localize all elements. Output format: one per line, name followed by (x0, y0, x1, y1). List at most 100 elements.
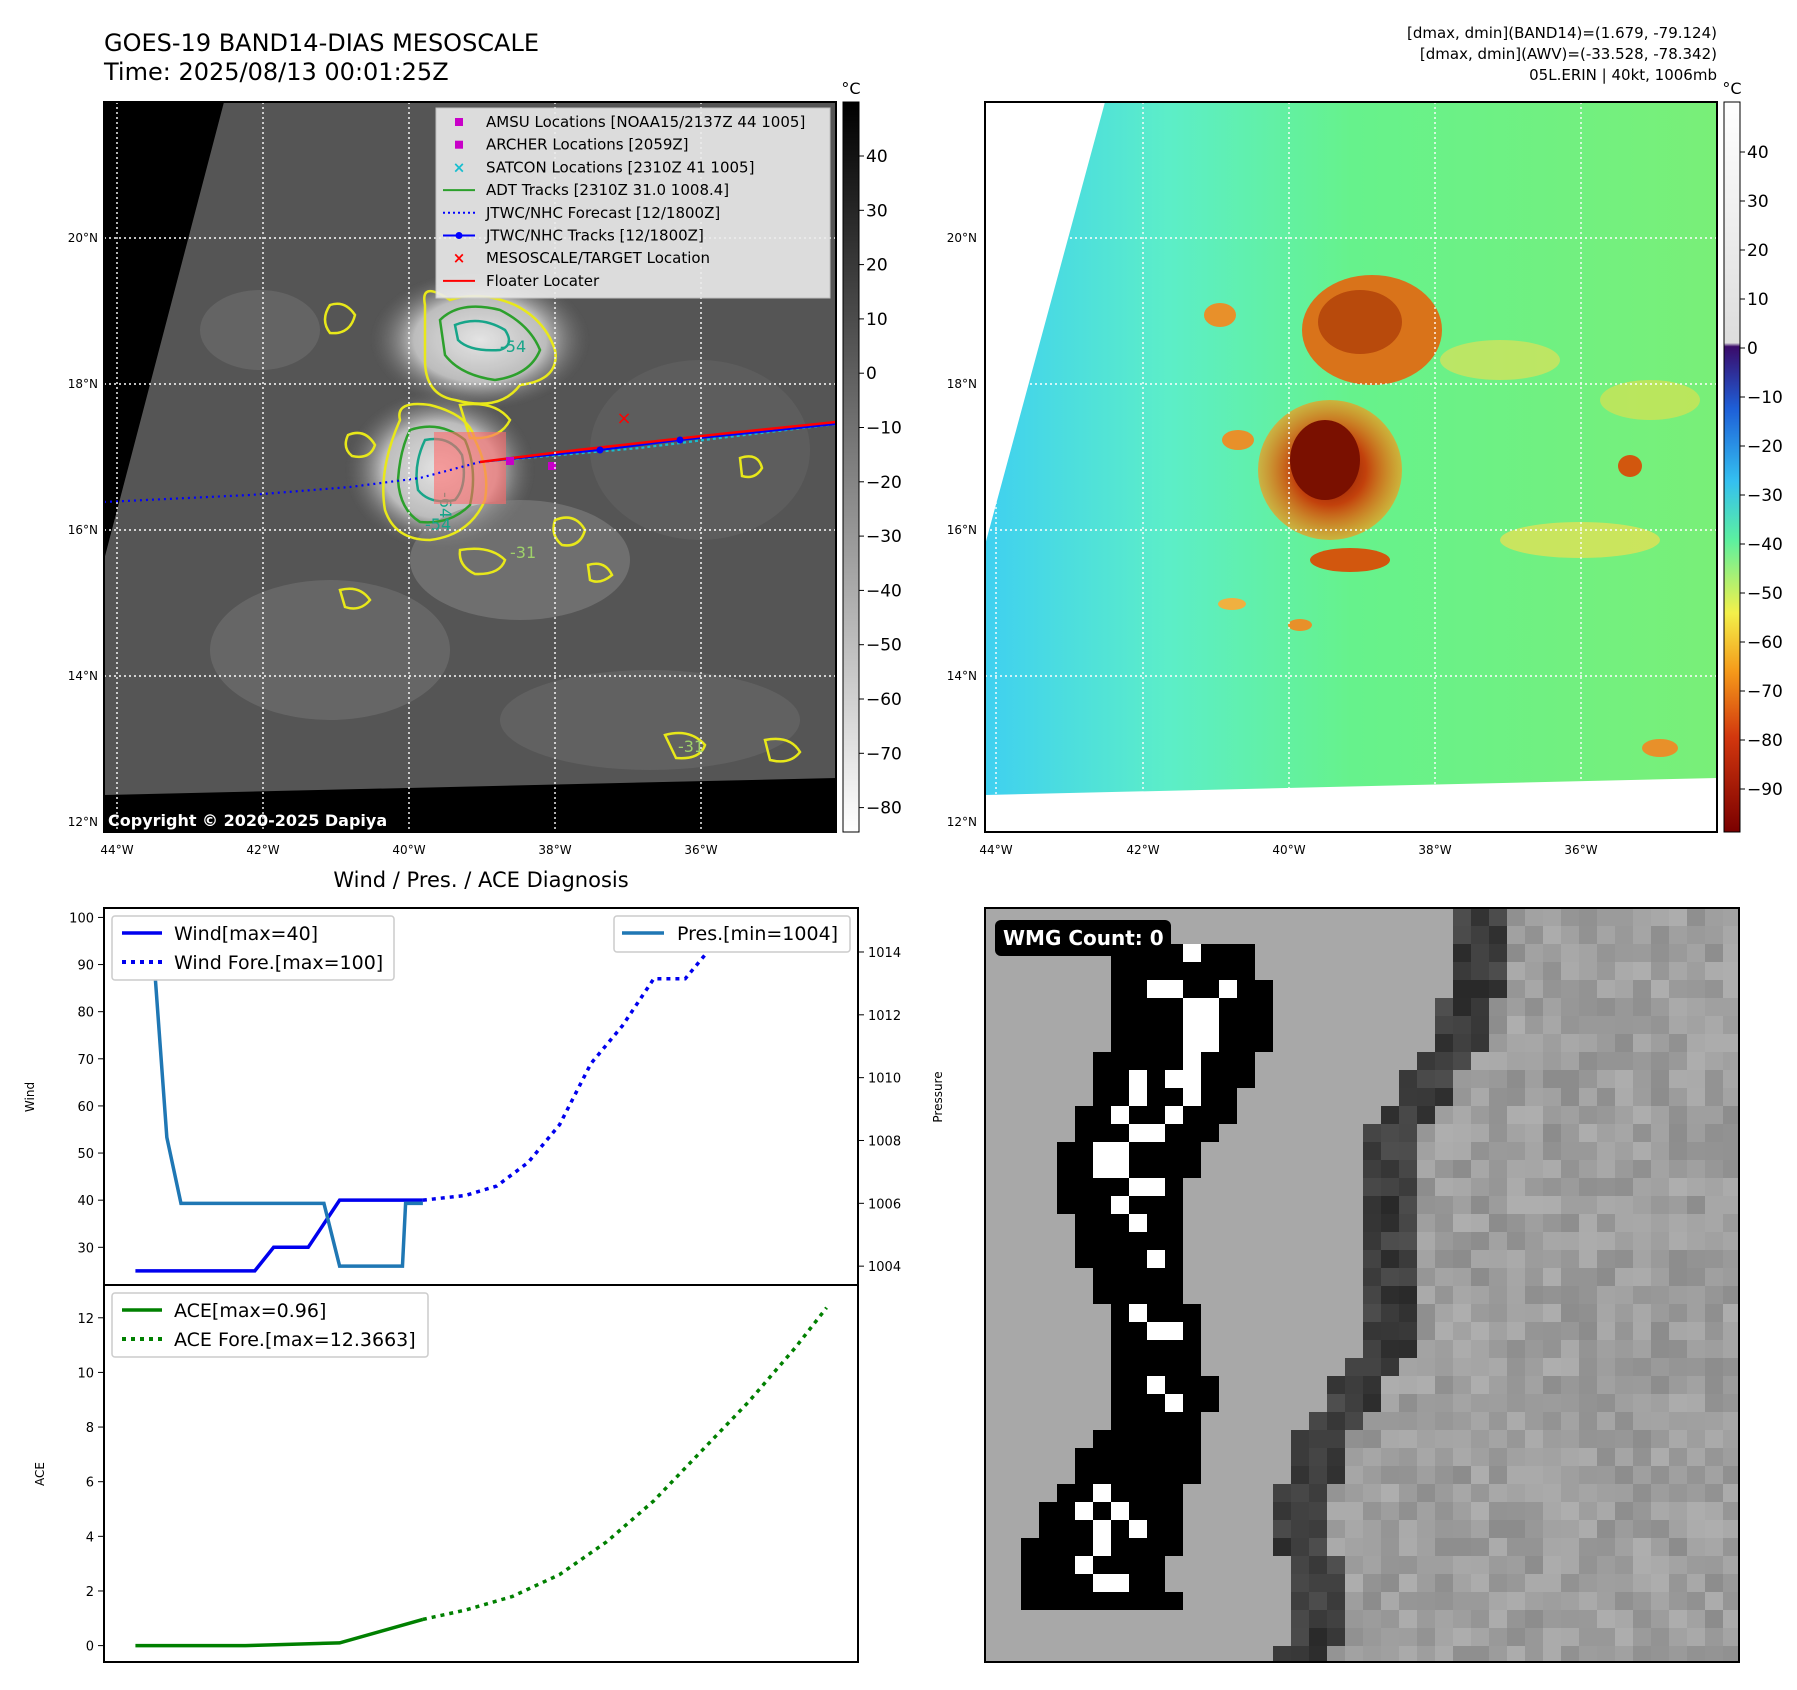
lon-label: 38°W (538, 843, 571, 857)
map-legend: AMSU Locations [NOAA15/2137Z 44 1005] ARC… (435, 107, 831, 299)
lon-label: 36°W (1564, 843, 1597, 857)
colorbar-tick-label: −80 (866, 799, 902, 819)
pressure-tick-label: 1004 (868, 1260, 901, 1275)
lat-label: 14°N (68, 669, 98, 683)
wv-colorbar-unit: °C (1722, 79, 1741, 98)
legend-x-marker: × (453, 158, 466, 176)
ace-fore-legend-label: ACE Fore.[max=12.3663] (174, 1329, 416, 1351)
pressure-tick-label: 1006 (868, 1197, 901, 1212)
ace-tick-label: 12 (77, 1312, 94, 1327)
wind-legend-label: Wind[max=40] (174, 923, 318, 945)
pressure-legend: Pres.[min=1004] (613, 915, 851, 953)
colorbar-tick-label: 30 (866, 201, 888, 221)
amsu-marker (548, 462, 556, 470)
colorbar-tick-label: −90 (1747, 780, 1783, 800)
pressure-legend-label: Pres.[min=1004] (677, 923, 838, 945)
legend-item: ARCHER Locations [2059Z] (455, 136, 689, 154)
mesoscale-box (434, 432, 506, 504)
storm-info: 05L.ERIN | 40kt, 1006mb (1529, 66, 1717, 84)
ir-lat-labels: 20°N 18°N 16°N 14°N 12°N (68, 231, 98, 829)
ace-legend-label: ACE[max=0.96] (174, 1300, 326, 1322)
lon-label: 42°W (246, 843, 279, 857)
legend-item: Floater Locater (443, 272, 600, 290)
lon-label: 44°W (100, 843, 133, 857)
ace-legend: ACE[max=0.96] ACE Fore.[max=12.3663] (111, 1292, 429, 1358)
pressure-axis-label: Pressure (931, 1071, 945, 1122)
wv-cloud-features (1204, 275, 1700, 757)
wv-colorbar (1723, 101, 1741, 833)
lat-label: 18°N (68, 377, 98, 391)
legend-item: ADT Tracks [2310Z 31.0 1008.4] (443, 181, 729, 199)
legend-label: Floater Locater (486, 272, 600, 290)
chart-top-axes: 100 90 80 70 60 50 40 30 1014 1012 1010 1008 1006 100… (69, 911, 901, 1275)
ir-colorbar-unit: °C (841, 79, 860, 98)
wv-lat-labels: 20°N 18°N 16°N 14°N 12°N (947, 231, 977, 829)
colorbar-tick-label: −40 (866, 581, 902, 601)
colorbar-tick-label: 0 (1747, 339, 1758, 359)
ir-contour-labels: -54 -64 -54 -31 -31 (425, 337, 704, 756)
lon-label: 36°W (684, 843, 717, 857)
colorbar-tick-label: −60 (1747, 633, 1783, 653)
wind-axis-label: Wind (23, 1082, 37, 1112)
lat-label: 12°N (68, 815, 98, 829)
wind-tick-label: 80 (77, 1006, 94, 1021)
wmg-panel: WMG Count: 0 (985, 908, 1739, 1662)
wmg-count-label: WMG Count: 0 (1003, 926, 1164, 950)
colorbar-tick-label: 10 (866, 310, 888, 330)
legend-label: JTWC/NHC Forecast [12/1800Z] (485, 204, 720, 222)
pressure-tick-label: 1008 (868, 1134, 901, 1149)
legend-item: AMSU Locations [NOAA15/2137Z 44 1005] (455, 113, 805, 131)
colorbar-tick-label: −80 (1747, 731, 1783, 751)
ir-no-data-bottom (104, 778, 836, 832)
target-marker: × (616, 408, 631, 429)
wv-map-frame (984, 101, 1718, 833)
colorbar-tick-label: −20 (1747, 437, 1783, 457)
colorbar-tick-label: −20 (866, 473, 902, 493)
floater-track (479, 420, 836, 464)
lon-label: 44°W (979, 843, 1012, 857)
ir-colorbar (842, 101, 860, 833)
ir-colorbar-ticks: 40 30 20 10 0 −10 −20 −30 −40 −50 −60 −70 −80 (859, 147, 902, 819)
wmg-label-box (995, 920, 1171, 956)
wind-fore-legend-label: Wind Fore.[max=100] (174, 952, 383, 974)
legend-square-marker (455, 118, 463, 126)
wind-tick-label: 30 (77, 1241, 94, 1256)
colorbar-tick-label: 0 (866, 364, 877, 384)
lat-label: 16°N (68, 523, 98, 537)
legend-dot (455, 232, 463, 239)
ir-cloud-field (200, 270, 810, 770)
colorbar-tick-label: −70 (1747, 682, 1783, 702)
legend-label: ADT Tracks [2310Z 31.0 1008.4] (486, 181, 729, 199)
pressure-tick-label: 1010 (868, 1072, 901, 1087)
legend-item: JTWC/NHC Forecast [12/1800Z] (443, 204, 720, 222)
colorbar-tick-label: −60 (866, 690, 902, 710)
wv-map-panel (985, 102, 1717, 832)
lon-label: 42°W (1126, 843, 1159, 857)
figure-title: GOES-19 BAND14-DIAS MESOSCALE (104, 29, 539, 57)
diagnosis-chart-title: Wind / Pres. / ACE Diagnosis (333, 868, 628, 892)
contour-label: -54 (500, 337, 526, 356)
series-line-0 (135, 1198, 423, 1273)
ace-tick-label: 10 (77, 1366, 94, 1381)
colorbar-tick-label: 40 (1747, 143, 1769, 163)
jtwc-point (596, 446, 604, 454)
colorbar-tick-label: 40 (866, 147, 888, 167)
jtwc-point (676, 436, 684, 444)
colorbar-tick-label: −10 (866, 419, 902, 439)
ace-tick-label: 0 (86, 1640, 94, 1655)
wind-tick-label: 100 (69, 911, 94, 926)
colorbar-tick-label: −10 (1747, 388, 1783, 408)
pressure-tick-label: 1012 (868, 1009, 901, 1024)
copyright-text: Copyright © 2020-2025 Dapiya (108, 811, 387, 830)
wv-lon-labels: 44°W 42°W 40°W 38°W 36°W (979, 843, 1597, 857)
stats-band14: [dmax, dmin](BAND14)=(1.679, -79.124) (1407, 24, 1717, 42)
ir-lon-labels: 44°W 42°W 40°W 38°W 36°W (100, 843, 717, 857)
lat-label: 20°N (68, 231, 98, 245)
figure-time: Time: 2025/08/13 00:01:25Z (103, 58, 449, 86)
legend-x-marker: × (453, 249, 466, 267)
wv-gridlines (985, 102, 1717, 832)
colorbar-tick-label: −70 (866, 744, 902, 764)
ir-map-frame (103, 101, 837, 833)
contour-label: -54 (425, 515, 451, 534)
wv-colorbar-ticks: 40 30 20 10 0 −10 −20 −30 −40 −50 −60 −70 −80 −90 (1740, 143, 1783, 800)
